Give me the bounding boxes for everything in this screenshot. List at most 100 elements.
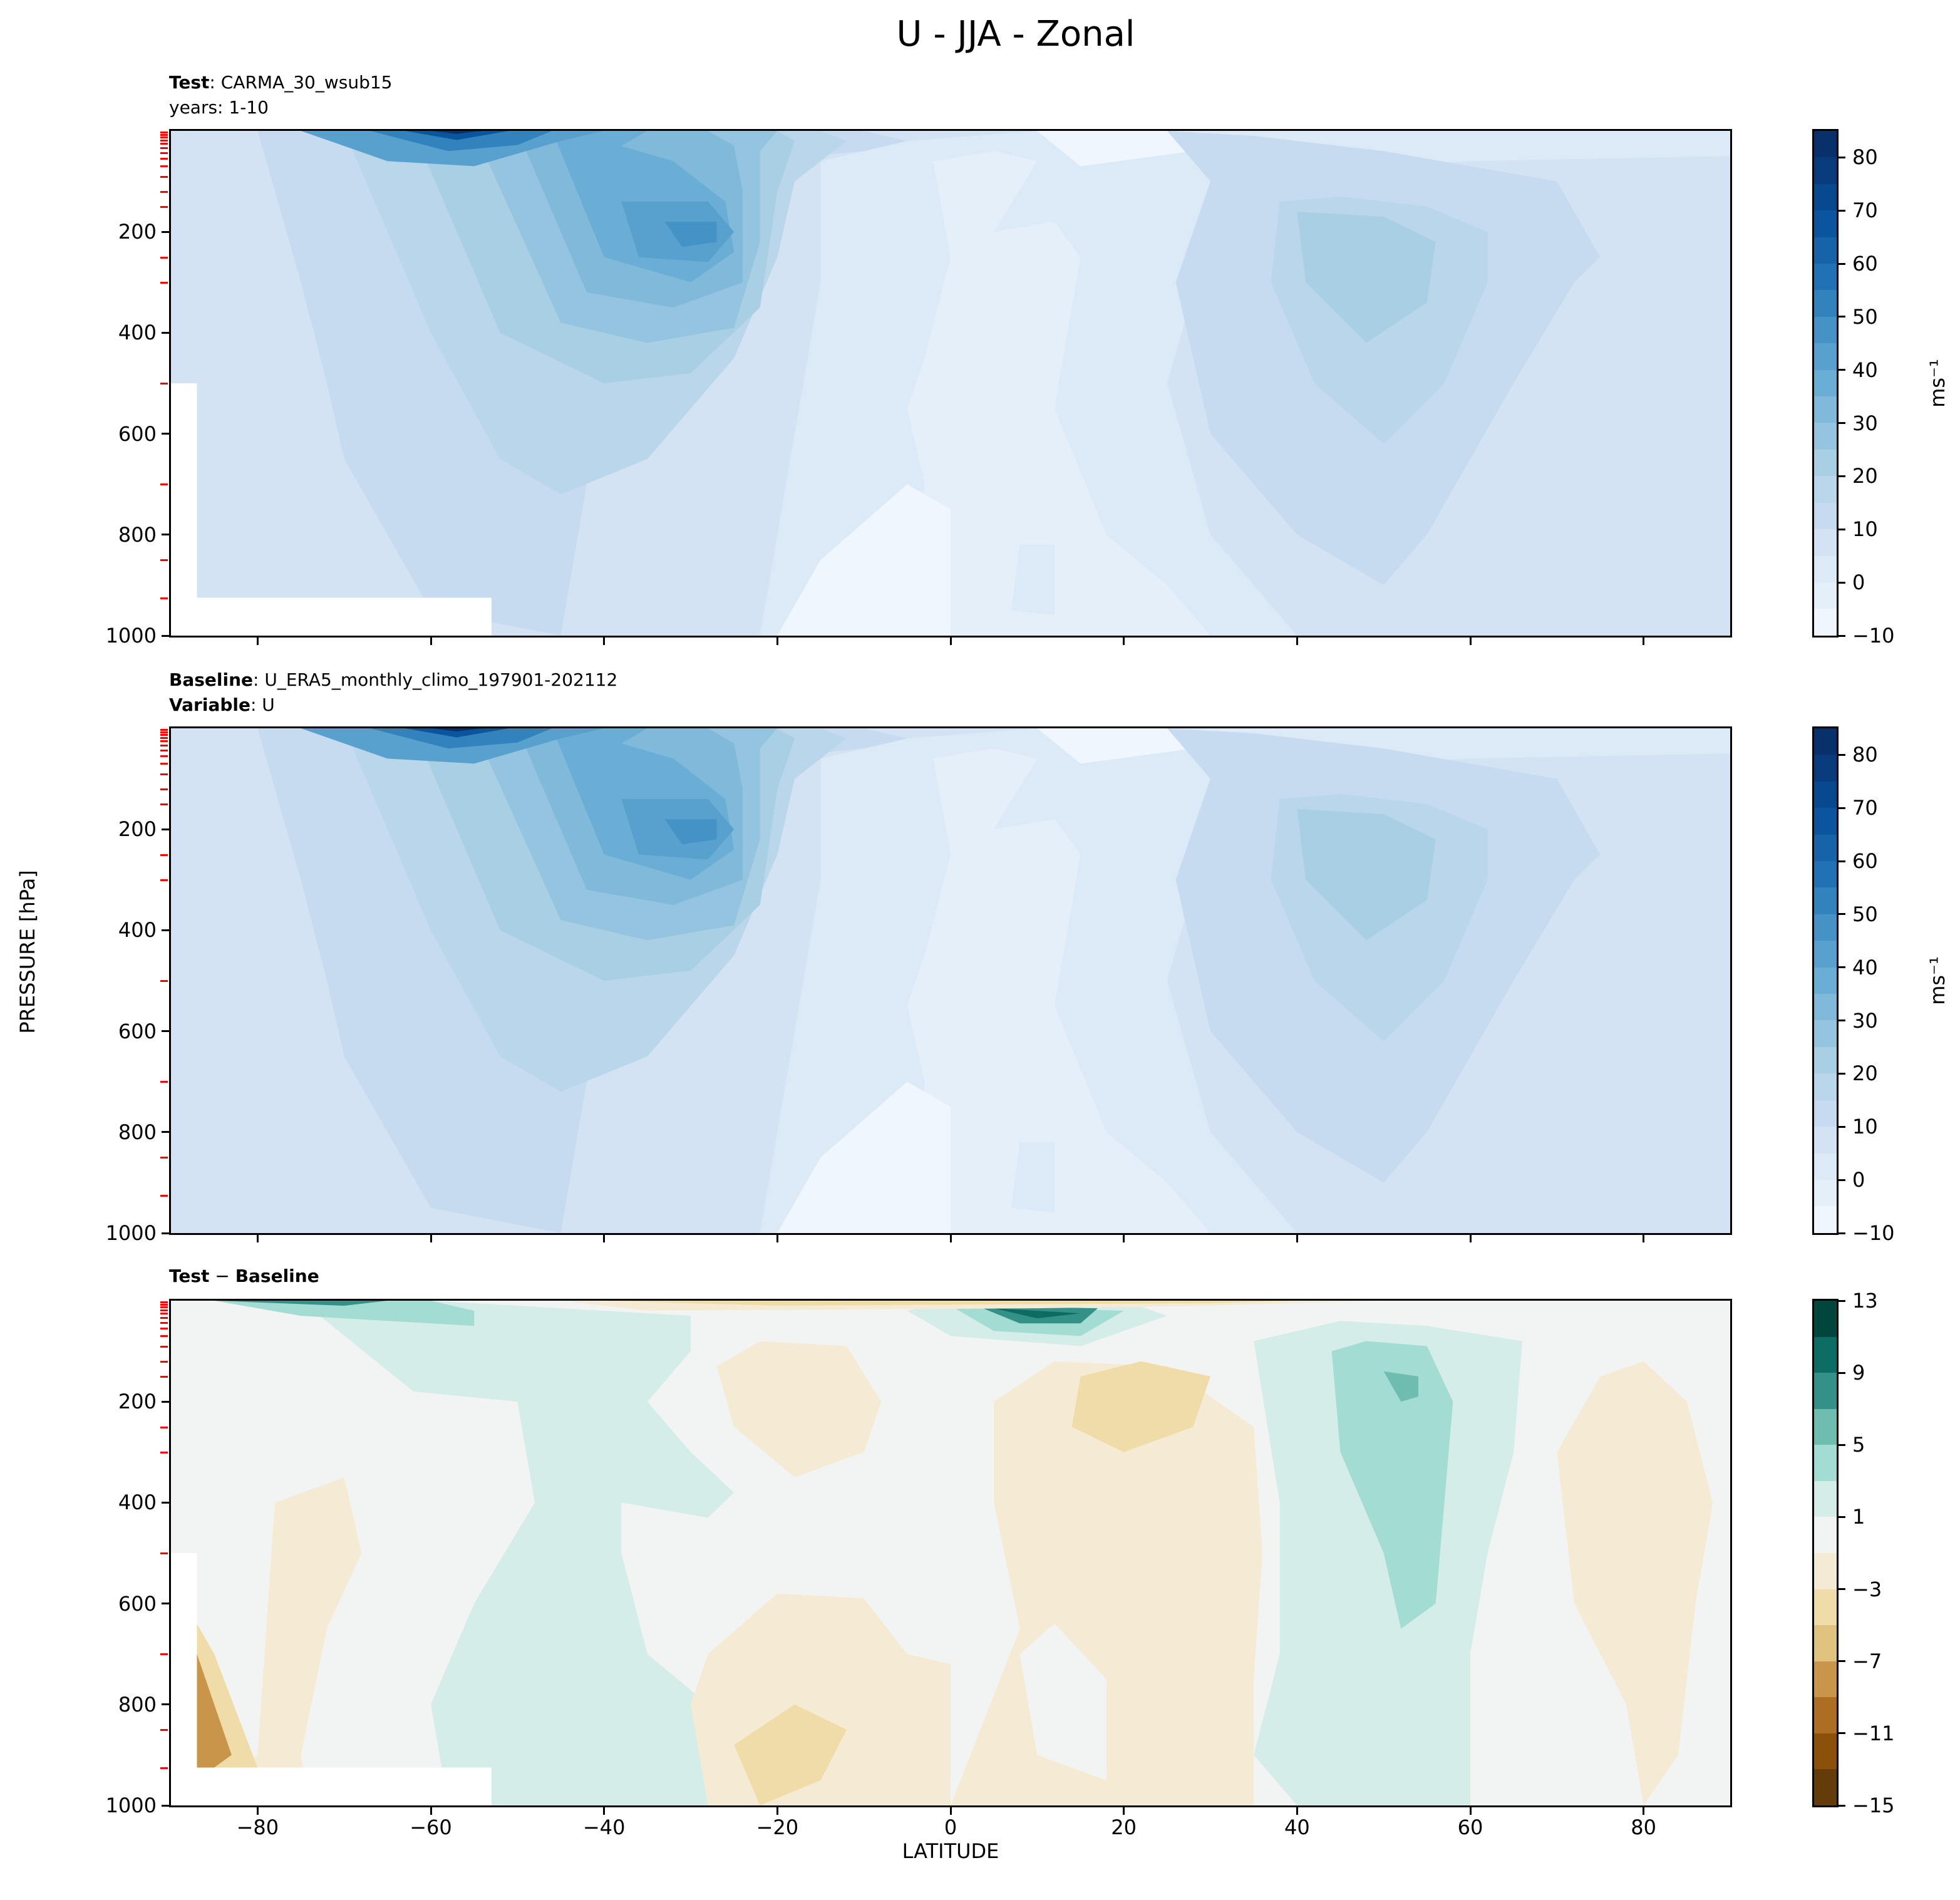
colorbar-band (1814, 1733, 1837, 1770)
y-tick (162, 1501, 169, 1504)
colorbar-tick (1837, 528, 1845, 530)
colorbar-band (1814, 609, 1837, 636)
colorbar-band (1814, 555, 1837, 582)
model-level-tick (160, 749, 168, 751)
test-colorbar (1812, 129, 1839, 638)
x-tick (949, 1235, 952, 1242)
x-tick (603, 1807, 606, 1815)
colorbar-band (1814, 449, 1837, 477)
panel-3-title-sep: − (209, 1266, 235, 1286)
colorbar-tick (1837, 1588, 1845, 1591)
colorbar-band (1814, 967, 1837, 994)
colorbar-tick-label: −7 (1852, 1649, 1882, 1673)
model-level-tick (160, 483, 168, 486)
x-tick-label: 40 (1284, 1815, 1310, 1839)
colorbar-band (1814, 369, 1837, 397)
model-level-tick (160, 152, 168, 154)
x-tick (1643, 638, 1645, 645)
x-tick-label: 60 (1457, 1815, 1483, 1839)
panel-2-title-bold: Baseline (169, 669, 254, 690)
colorbar-band (1814, 728, 1837, 755)
colorbar-tick (1837, 860, 1845, 862)
colorbar-tick (1837, 1179, 1845, 1181)
model-level-tick (160, 1375, 168, 1378)
colorbar-band (1814, 1020, 1837, 1047)
colorbar-tick-label: 30 (1852, 1008, 1878, 1033)
y-tick (162, 634, 169, 637)
model-level-tick (160, 731, 168, 733)
model-level-tick (160, 744, 168, 746)
contour-band--5-to--3 (1071, 1361, 1210, 1452)
contour-band-20-to-25 (1297, 808, 1436, 941)
x-tick-label: −40 (582, 1815, 626, 1839)
model-level-tick (160, 559, 168, 562)
panel-3-header: Test − Baseline (169, 1264, 319, 1289)
colorbar-tick-label: 70 (1852, 199, 1878, 223)
colorbar-tick-label: 13 (1852, 1289, 1878, 1313)
model-level-tick (160, 740, 168, 743)
contour-band--10-to--5 (777, 1082, 951, 1233)
model-level-tick (160, 139, 168, 142)
x-tick (430, 638, 432, 645)
x-tick (430, 1235, 432, 1242)
colorbar-band (1814, 529, 1837, 556)
contour-band-5-to-7 (1383, 1371, 1418, 1402)
model-level-tick (160, 773, 168, 775)
x-tick (949, 1807, 952, 1815)
model-level-tick (160, 1306, 168, 1308)
model-level-tick (160, 190, 168, 193)
panel-1-header: Test: CARMA_30_wsub15 years: 1-10 (169, 70, 393, 120)
colorbar-tick-label: 60 (1852, 849, 1878, 874)
x-tick (1643, 1807, 1645, 1815)
colorbar-tick-label: 5 (1852, 1433, 1865, 1457)
colorbar-tick-label: 50 (1852, 304, 1878, 329)
colorbar-band (1814, 1073, 1837, 1100)
y-tick-label: 800 (118, 522, 157, 547)
y-tick (162, 1703, 169, 1706)
contour-band-65-to-70 (405, 131, 509, 140)
model-level-tick (160, 165, 168, 168)
contour-band-1-to-3 (301, 1301, 778, 1805)
model-level-tick (160, 1552, 168, 1554)
colorbar-band (1814, 887, 1837, 914)
colorbar-tick (1837, 1072, 1845, 1075)
model-level-tick (160, 256, 168, 259)
contour-field (171, 728, 1730, 1233)
contour-band--9-to--7 (197, 1654, 232, 1768)
y-tick (162, 331, 169, 334)
model-level-tick (160, 1301, 168, 1304)
model-level-tick (160, 1767, 168, 1769)
colorbar-tick-label: −11 (1852, 1721, 1895, 1745)
contour-band--1-to-1 (1019, 1623, 1106, 1780)
model-level-tick (160, 1345, 168, 1348)
colorbar-band (1814, 343, 1837, 370)
colorbar-tick (1837, 209, 1845, 212)
colorbar-band (1814, 1661, 1837, 1698)
colorbar-tick (1837, 1232, 1845, 1234)
colorbar-units-label: ms⁻¹ (1925, 956, 1949, 1005)
x-tick (1123, 638, 1125, 645)
model-level-tick (160, 175, 168, 178)
colorbar-units-label: ms⁻¹ (1925, 359, 1949, 408)
x-tick-label: −60 (410, 1815, 452, 1839)
contour-field (171, 1301, 1730, 1805)
colorbar-band (1814, 131, 1837, 158)
colorbar-band (1814, 781, 1837, 808)
colorbar-tick (1837, 753, 1845, 756)
contour-band-0-to-5 (1011, 544, 1055, 616)
model-level-tick (160, 1313, 168, 1315)
colorbar-tick (1837, 156, 1845, 158)
colorbar-tick-label: 80 (1852, 743, 1878, 767)
contour-band-50-to-55 (370, 728, 552, 749)
colorbar-tick-label: 10 (1852, 517, 1878, 542)
x-tick (256, 1235, 259, 1242)
x-tick (1123, 1235, 1125, 1242)
colorbar-band (1814, 396, 1837, 423)
colorbar-band (1814, 210, 1837, 237)
y-tick-label: 600 (118, 421, 157, 446)
model-level-tick (160, 1451, 168, 1453)
colorbar-tick-label: 0 (1852, 1168, 1865, 1192)
y-tick (162, 1804, 169, 1807)
y-tick (162, 534, 169, 536)
difference-colorbar (1812, 1299, 1839, 1807)
